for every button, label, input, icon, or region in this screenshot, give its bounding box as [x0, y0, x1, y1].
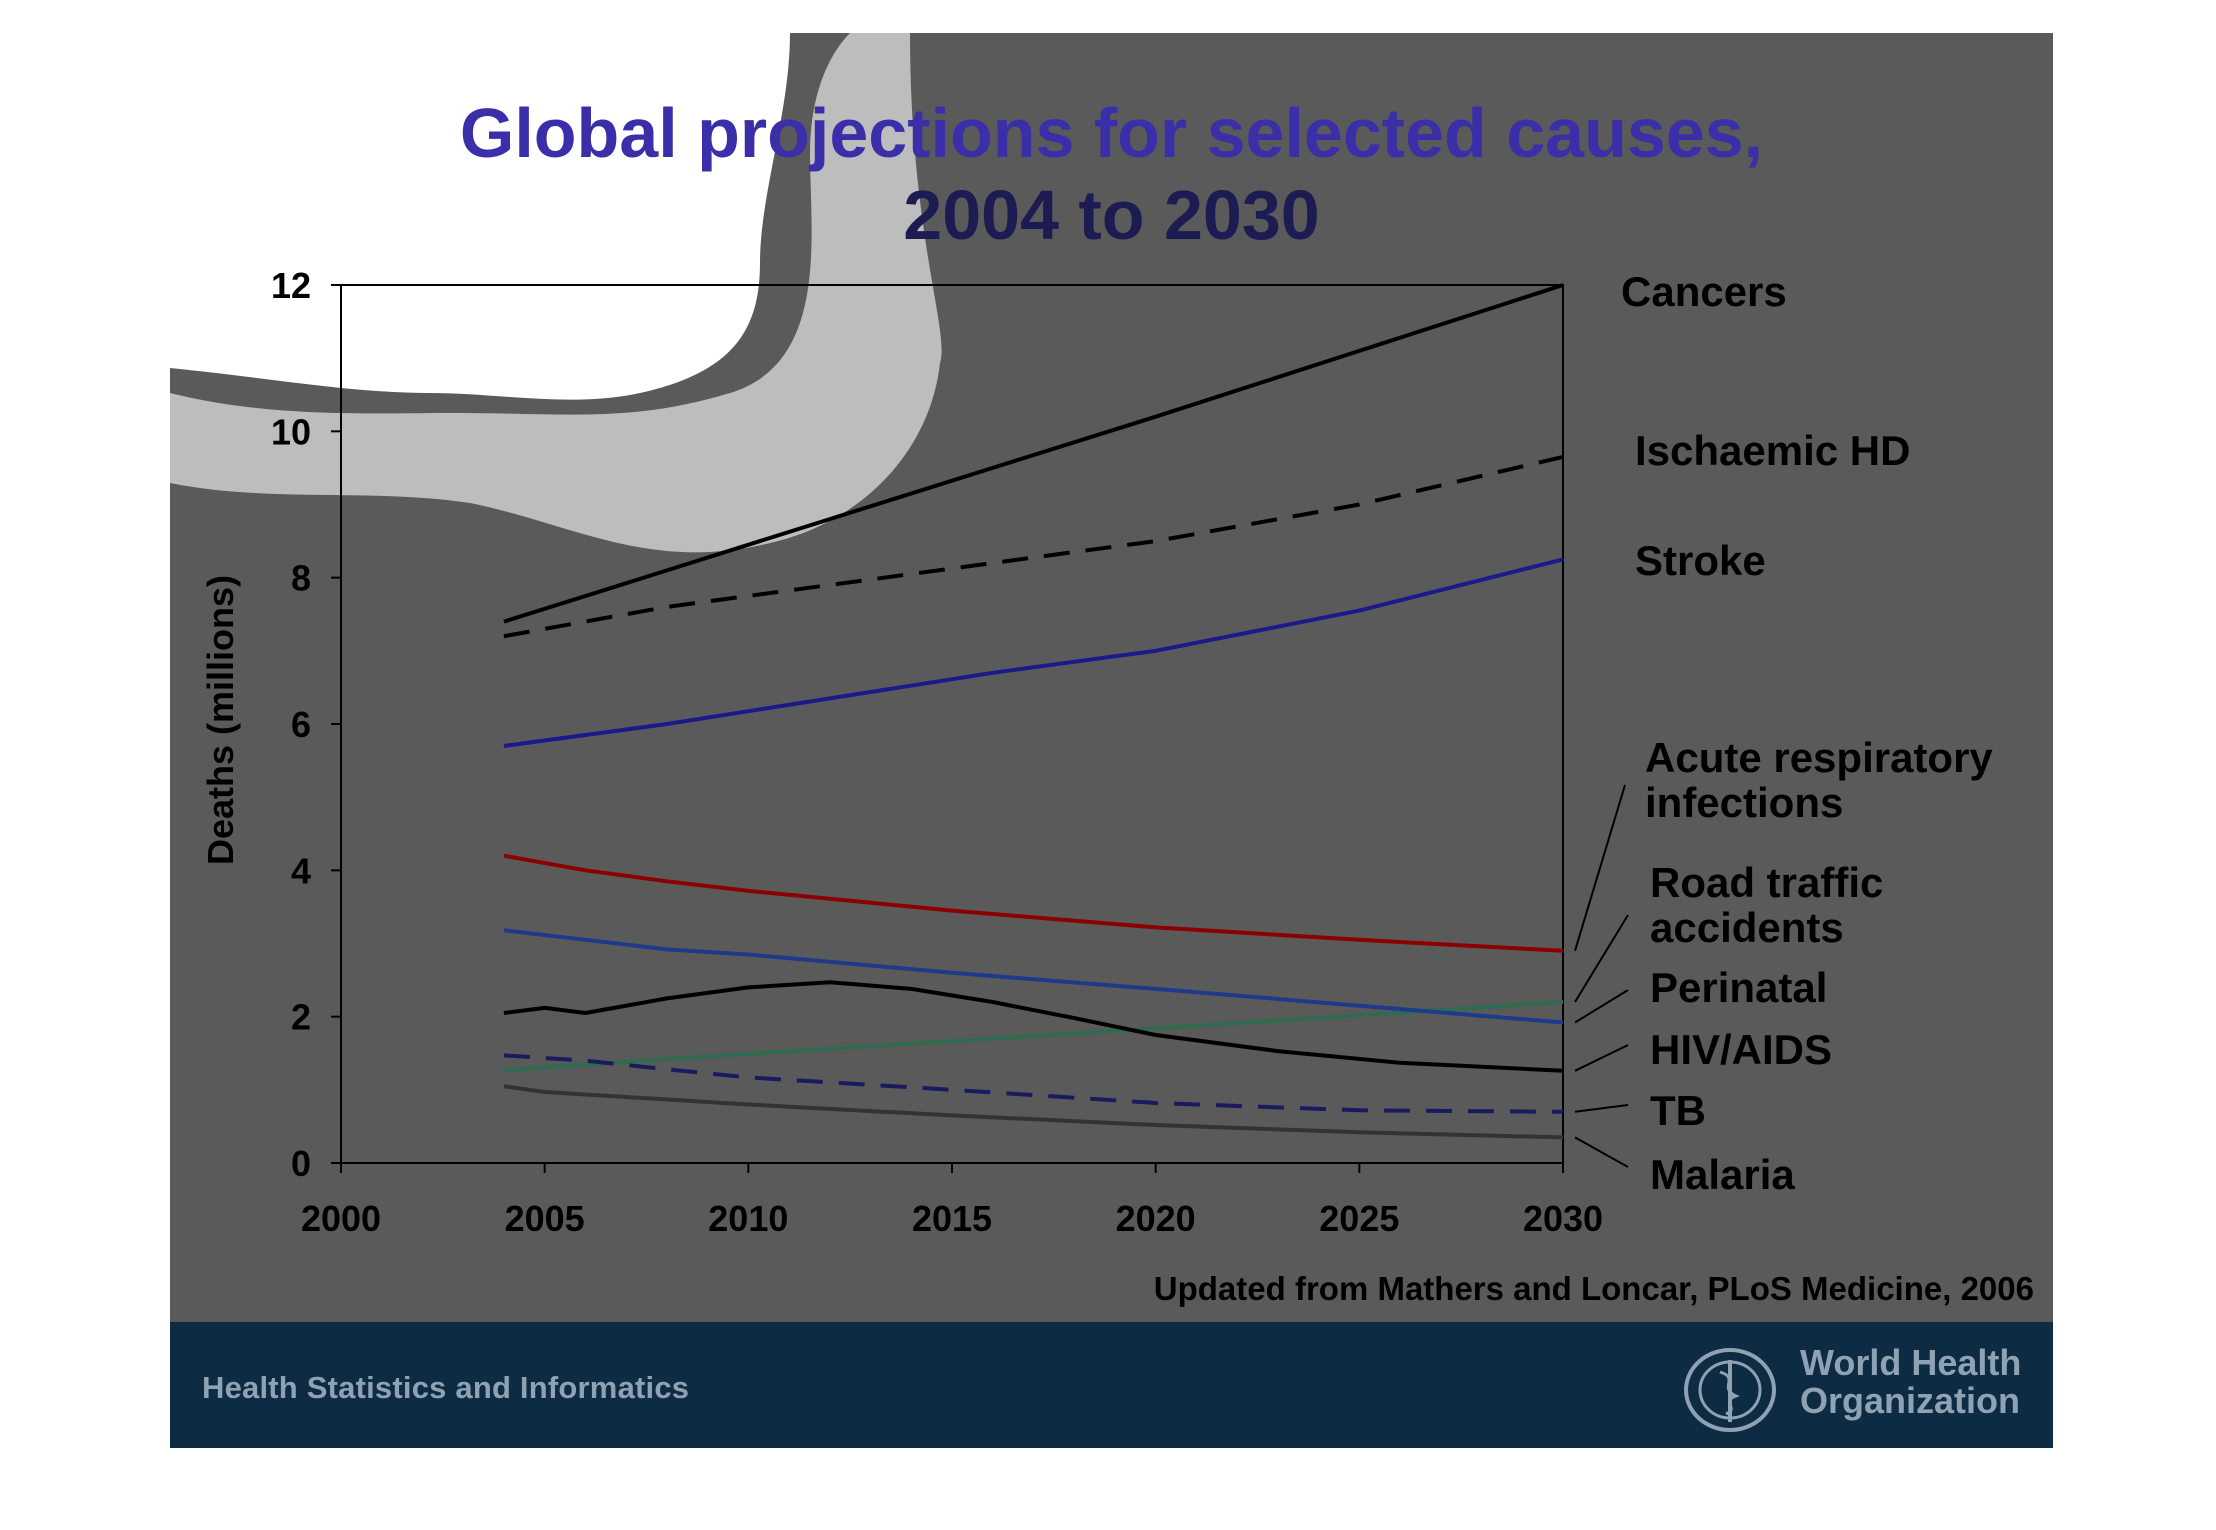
x-tick-label: 2020: [1116, 1198, 1196, 1239]
slide-title: Global projections for selected causes, …: [170, 92, 2053, 256]
source-citation: Updated from Mathers and Loncar, PLoS Me…: [1153, 1270, 2034, 1307]
series-line-road-traffic-accidents: [503, 1000, 1564, 1073]
series-line-hiv-aids: [503, 980, 1564, 1073]
title-line-1: Global projections for selected causes,: [459, 94, 1764, 172]
label-leader-lines: [1574, 784, 1629, 1168]
swoosh-decoration: [170, 33, 942, 553]
series-line-perinatal: [503, 928, 1564, 1025]
x-tick-label: 2030: [1523, 1198, 1603, 1239]
x-tick-label: 2010: [708, 1198, 788, 1239]
leader-line: [1574, 1044, 1629, 1072]
series-line-stroke: [503, 557, 1564, 748]
y-tick-label: 10: [271, 411, 311, 452]
series-label-cancers: Cancers: [1621, 268, 1787, 315]
series-line-ischaemic-hd: [503, 454, 1564, 639]
series-label-hiv-aids: HIV/AIDS: [1650, 1026, 1833, 1073]
chart-axes: 0 2 4 6 8 10 12 2000 2005 2010 2015 2020 2025 2030: [271, 265, 1603, 1239]
y-tick-label: 8: [291, 558, 311, 599]
chart-series: [503, 283, 1564, 1140]
series-label-ischaemic-hd: Ischaemic HD: [1635, 427, 1911, 474]
leader-line: [1574, 1136, 1629, 1168]
series-line-tb: [503, 1053, 1564, 1114]
series-line-acute-respiratory-infections: [503, 853, 1564, 953]
series-label-road-traffic: Road traffic accidents: [1650, 859, 1884, 951]
y-tick-label: 0: [291, 1143, 311, 1184]
title-line-2: 2004 to 2030: [903, 176, 1320, 254]
who-name-line-2: Organization: [1800, 1380, 2021, 1421]
leader-line: [1574, 989, 1629, 1024]
x-tick-label: 2005: [505, 1198, 585, 1239]
who-name-line-1: World Health: [1800, 1342, 2022, 1383]
y-tick-label: 12: [271, 265, 311, 306]
y-axis-label: Deaths (millions): [200, 575, 241, 865]
x-tick-label: 2000: [301, 1198, 381, 1239]
x-tick-label: 2025: [1319, 1198, 1399, 1239]
series-label-perinatal: Perinatal: [1650, 964, 1828, 1011]
x-tick-label: 2015: [912, 1198, 992, 1239]
series-label-malaria: Malaria: [1650, 1151, 1795, 1198]
series-label-acute-respiratory: Acute respiratory infections: [1645, 734, 1993, 826]
y-tick-label: 4: [291, 850, 311, 891]
y-tick-label: 2: [291, 997, 311, 1038]
series-line-cancers: [503, 283, 1564, 624]
series-line-malaria: [503, 1084, 1564, 1140]
series-label-tb: TB: [1650, 1087, 1706, 1134]
series-label-stroke: Stroke: [1635, 537, 1766, 584]
footer-bar: Health Statistics and Informatics World …: [170, 1322, 2053, 1448]
who-name: World Health Organization: [1800, 1344, 2021, 1420]
y-tick-label: 6: [291, 704, 311, 745]
slide-background: [170, 33, 2053, 1448]
leader-line: [1574, 914, 1629, 1003]
leader-line: [1574, 784, 1626, 952]
plot-frame: [340, 284, 1564, 1164]
leader-line: [1574, 1104, 1629, 1113]
footer-department: Health Statistics and Informatics: [202, 1370, 690, 1405]
who-emblem-icon: [1684, 1348, 1776, 1432]
